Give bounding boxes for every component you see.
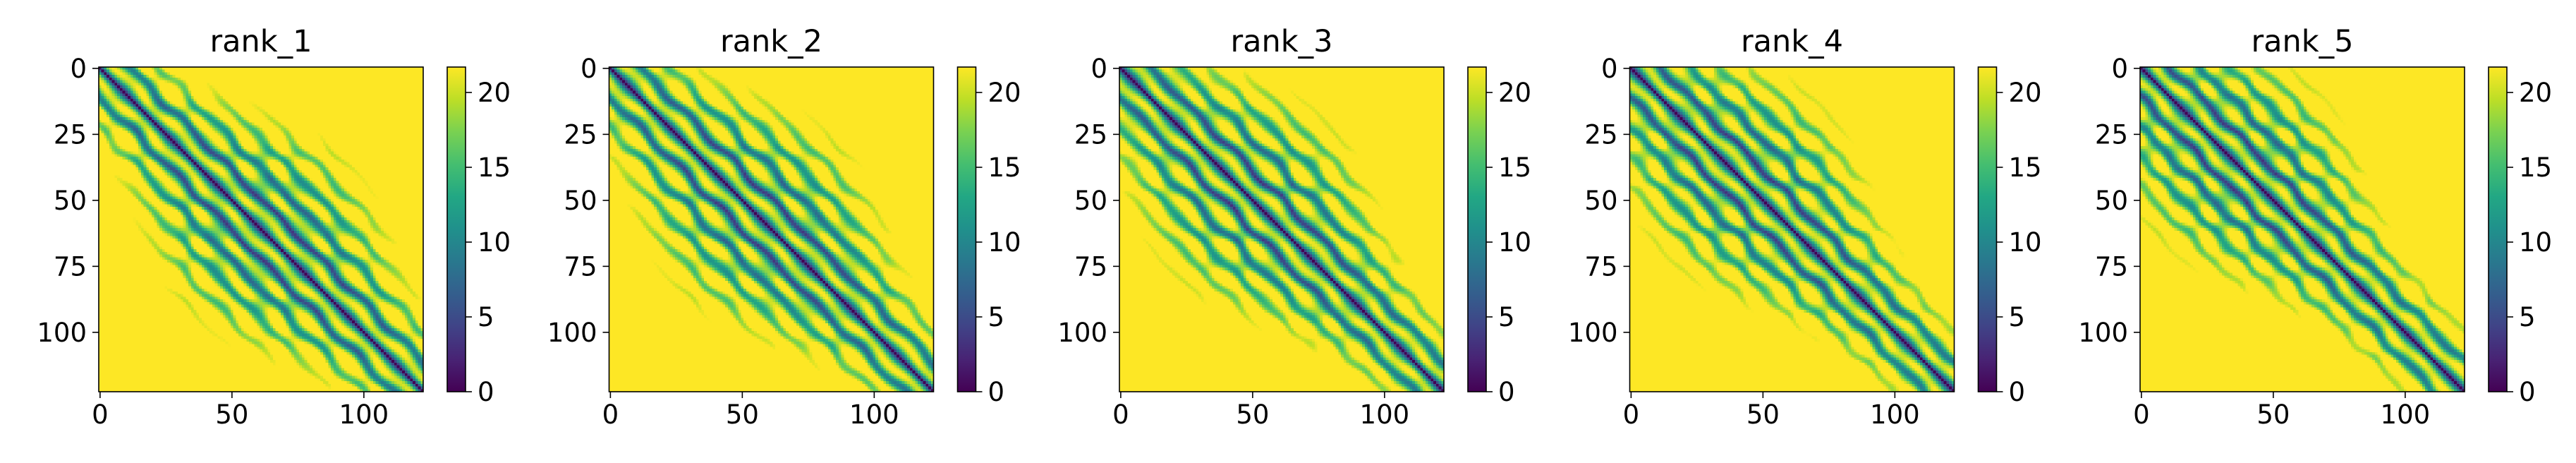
y-tick-label: 100	[1057, 318, 1107, 348]
x-tick-label: 0	[1112, 399, 1129, 430]
y-tick-label: 50	[1584, 186, 1617, 216]
colorbar-tick-label: 5	[2009, 302, 2026, 332]
y-tick-label: 75	[1074, 251, 1107, 282]
x-tick-label: 0	[92, 399, 109, 430]
panel-title: rank_5	[2251, 24, 2353, 59]
colorbar-tick-label: 15	[2009, 152, 2042, 183]
x-tick-label: 100	[1870, 399, 1920, 430]
heatmap-panel: rank_2 0 50 100 0 25 50 75 100 0 5 10 15 20	[547, 24, 1021, 430]
heatmap-panel: rank_4 0 50 100 0 25 50 75 100 0 5 10 15 20	[1568, 24, 2042, 430]
heatmap-panel: rank_5 0 50 100 0 25 50 75 100 0 5 10 15 20	[2078, 24, 2552, 430]
colorbar-tick-label: 10	[988, 227, 1021, 258]
y-tick-label: 25	[1584, 119, 1617, 150]
x-tick-label: 50	[1236, 399, 1269, 430]
heatmap-cells	[1630, 67, 1955, 392]
colorbar	[447, 67, 466, 392]
y-tick-label: 0	[1090, 54, 1107, 84]
colorbar-tick-label: 0	[2009, 377, 2026, 407]
heatmap-panel: rank_1 0 50 100 0 25 50 75 100 0 5 10 15 20	[37, 24, 511, 430]
colorbar-tick-label: 10	[478, 227, 511, 258]
colorbar-tick-label: 5	[478, 302, 494, 332]
y-tick-label: 75	[1584, 251, 1617, 282]
y-tick-label: 0	[1601, 54, 1618, 84]
colorbar-tick-label: 10	[2009, 227, 2042, 258]
x-tick-label: 100	[849, 399, 899, 430]
colorbar-tick-label: 10	[2519, 227, 2552, 258]
colorbar-tick-label: 5	[1498, 302, 1515, 332]
colorbar-tick-label: 15	[2519, 152, 2552, 183]
y-tick-label: 25	[54, 119, 87, 150]
colorbar-tick-label: 15	[988, 152, 1021, 183]
colorbar	[2489, 67, 2507, 392]
panel-title: rank_1	[209, 24, 312, 59]
colorbar-tick-label: 20	[2009, 78, 2042, 108]
colorbar-tick-label: 20	[2519, 78, 2552, 108]
y-tick-label: 25	[564, 119, 597, 150]
colorbar-tick-label: 20	[1498, 78, 1531, 108]
colorbar-tick-label: 5	[2519, 302, 2536, 332]
colorbar-tick-label: 0	[988, 377, 1005, 407]
x-tick-label: 100	[1360, 399, 1410, 430]
heatmap-cells	[99, 67, 424, 392]
panel-title: rank_2	[720, 24, 822, 59]
colorbar-tick-label: 0	[1498, 377, 1515, 407]
y-tick-label: 75	[2095, 251, 2128, 282]
x-tick-label: 50	[2256, 399, 2290, 430]
x-tick-label: 0	[602, 399, 619, 430]
colorbar-tick-label: 0	[2519, 377, 2536, 407]
colorbar-tick-label: 0	[478, 377, 494, 407]
y-tick-label: 25	[2095, 119, 2128, 150]
colorbar	[958, 67, 976, 392]
heatmap-panel: rank_3 0 50 100 0 25 50 75 100 0 5 10 15 20	[1057, 24, 1531, 430]
x-tick-label: 0	[2133, 399, 2150, 430]
colorbar-tick-label: 10	[1498, 227, 1531, 258]
y-tick-label: 50	[1074, 186, 1107, 216]
y-tick-label: 25	[1074, 119, 1107, 150]
y-tick-label: 50	[54, 186, 87, 216]
colorbar-tick-label: 15	[478, 152, 511, 183]
y-tick-label: 0	[581, 54, 597, 84]
y-tick-label: 75	[54, 251, 87, 282]
y-tick-label: 50	[564, 186, 597, 216]
y-tick-label: 100	[37, 318, 87, 348]
heatmap-cells	[609, 67, 935, 392]
colorbar-tick-label: 5	[988, 302, 1005, 332]
colorbar	[1468, 67, 1486, 392]
y-tick-label: 100	[1568, 318, 1618, 348]
x-tick-label: 50	[726, 399, 759, 430]
heatmap-cells	[1119, 67, 1445, 392]
y-tick-label: 100	[2078, 318, 2128, 348]
colorbar-tick-label: 20	[478, 78, 511, 108]
y-tick-label: 50	[2095, 186, 2128, 216]
x-tick-label: 50	[215, 399, 248, 430]
y-tick-label: 0	[70, 54, 87, 84]
colorbar-tick-label: 20	[988, 78, 1021, 108]
y-tick-label: 75	[564, 251, 597, 282]
y-tick-label: 100	[547, 318, 597, 348]
colorbar-tick-label: 15	[1498, 152, 1531, 183]
x-tick-label: 50	[1746, 399, 1780, 430]
panel-title: rank_4	[1741, 24, 1843, 59]
colorbar	[1979, 67, 1997, 392]
x-tick-label: 100	[339, 399, 389, 430]
x-tick-label: 0	[1623, 399, 1640, 430]
y-tick-label: 0	[2111, 54, 2128, 84]
heatmap-cells	[2140, 67, 2465, 392]
panel-title: rank_3	[1230, 24, 1332, 59]
x-tick-label: 100	[2381, 399, 2431, 430]
